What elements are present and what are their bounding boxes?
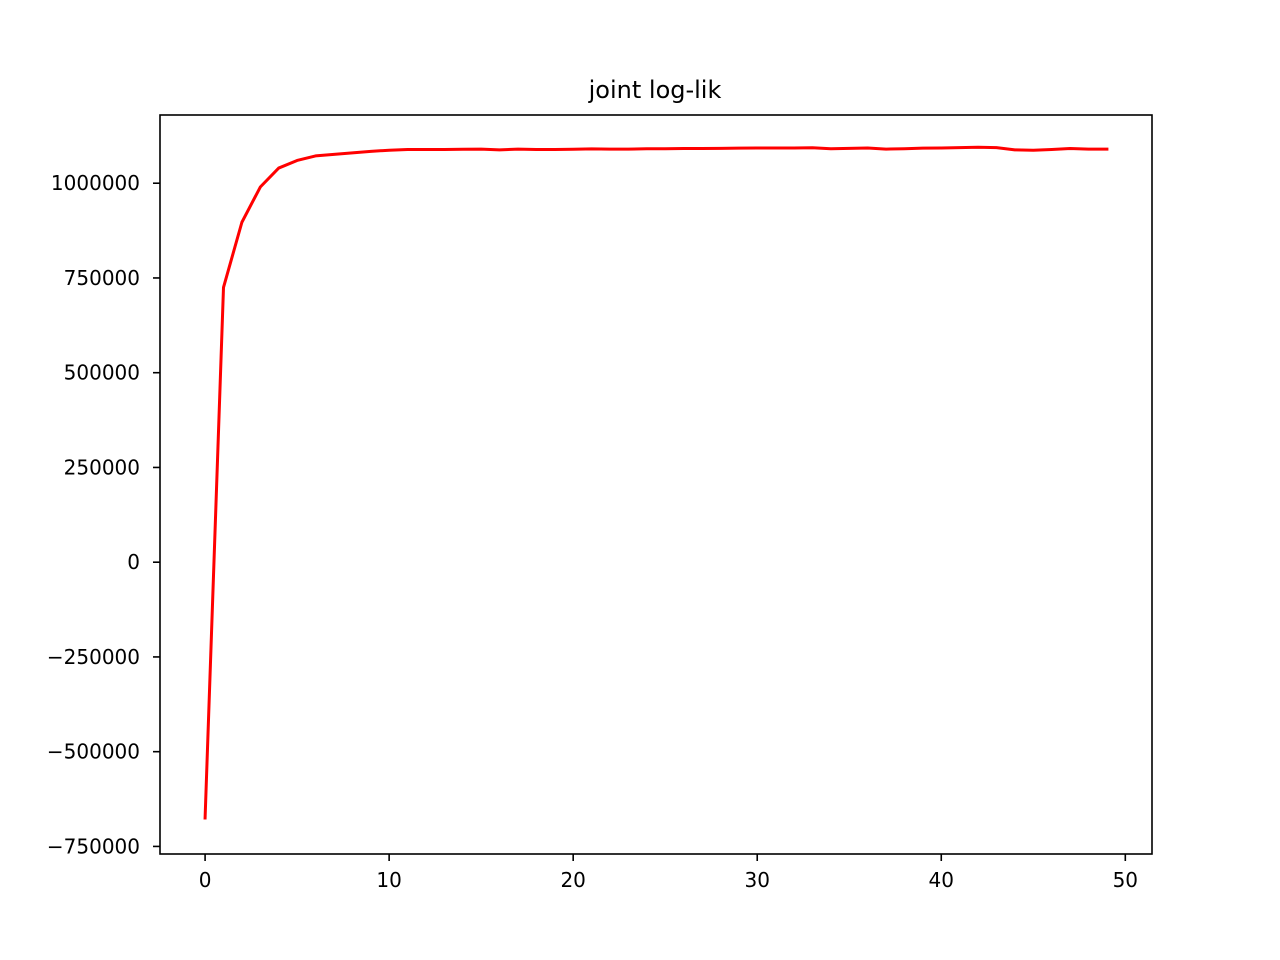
y-tick-label: 0	[127, 550, 140, 574]
plot-background	[160, 115, 1152, 854]
axes-frame	[159, 114, 1153, 855]
y-tick-label: 750000	[64, 266, 140, 290]
y-tick-label: 1000000	[51, 171, 140, 195]
series-layer	[203, 145, 1109, 820]
chart-title: joint log-lik	[588, 76, 722, 104]
y-tick-label: 250000	[64, 455, 140, 479]
y-tick-label: −250000	[47, 645, 140, 669]
y-tick-label: 500000	[64, 361, 140, 385]
x-tick-label: 20	[560, 868, 585, 892]
plot-area	[160, 115, 1152, 854]
y-tick-label: −750000	[47, 834, 140, 858]
x-tick-label: 10	[376, 868, 401, 892]
axes-layer: 0 10 20 30 40 50 −750000 −500000 −250000 0 250000 5…	[47, 114, 1153, 892]
x-tick-label: 0	[199, 868, 212, 892]
x-tick-label: 30	[744, 868, 769, 892]
y-tick-label: −500000	[47, 740, 140, 764]
x-tick-label: 50	[1113, 868, 1138, 892]
x-tick-label: 40	[929, 868, 954, 892]
series-line-0	[203, 145, 1109, 820]
